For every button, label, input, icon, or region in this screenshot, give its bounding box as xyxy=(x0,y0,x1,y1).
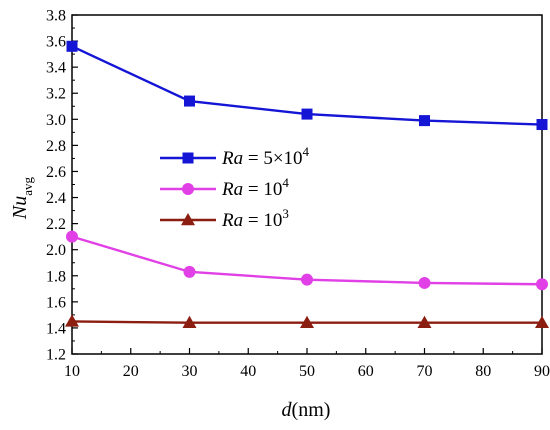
y-tick-label-3.6: 3.6 xyxy=(46,34,66,51)
legend-label-3: Ra = 103 xyxy=(221,206,289,231)
series-2-point-90 xyxy=(536,278,548,291)
y-tick-label-3.0: 3.0 xyxy=(46,112,66,129)
y-tick-label-3.4: 3.4 xyxy=(46,60,66,77)
y-axis-title-sub: avg xyxy=(20,176,35,195)
y-axis-title: Nuavg xyxy=(9,176,35,220)
x-axis-title: d(nm) xyxy=(282,399,331,421)
x-tick-label-60: 60 xyxy=(358,363,374,380)
y-tick-label-1.6: 1.6 xyxy=(46,294,66,311)
x-tick-label-20: 20 xyxy=(123,363,139,380)
x-tick-label-40: 40 xyxy=(240,363,256,380)
svg-text:Nuavg: Nuavg xyxy=(9,176,35,220)
y-tick-label-2.0: 2.0 xyxy=(46,242,66,259)
x-tick-label-90: 90 xyxy=(534,363,550,380)
x-tick-label-70: 70 xyxy=(417,363,433,380)
y-tick-label-2.4: 2.4 xyxy=(46,190,66,207)
series-3-point-10 xyxy=(65,314,79,327)
x-tick-label-80: 80 xyxy=(475,363,491,380)
series-1-point-10 xyxy=(66,40,78,52)
legend-item-3: Ra = 103 xyxy=(160,206,289,231)
series-1-point-70 xyxy=(419,115,430,127)
series-3-point-70 xyxy=(417,315,432,328)
x-tick-label-30: 30 xyxy=(182,363,198,380)
x-axis-title-var: d xyxy=(282,399,293,421)
plot-frame xyxy=(71,14,543,355)
y-axis-title-var: Nu xyxy=(9,196,31,220)
legend-marker-1 xyxy=(182,152,194,164)
legend-marker-3 xyxy=(181,213,195,226)
y-tick-label-1.8: 1.8 xyxy=(46,268,66,285)
legend-label-1: Ra = 5×104 xyxy=(221,144,310,169)
series-1 xyxy=(66,40,548,131)
series-3-point-90 xyxy=(535,315,549,328)
y-tick-label-1.2: 1.2 xyxy=(46,347,66,364)
series-2-point-30 xyxy=(183,265,196,278)
series-2-point-10 xyxy=(66,230,78,243)
series-2-point-70 xyxy=(418,276,431,289)
x-tick-label-50: 50 xyxy=(299,363,315,380)
series-3-point-30 xyxy=(182,315,197,328)
series-1-point-90 xyxy=(536,119,548,131)
y-tick-label-1.4: 1.4 xyxy=(46,320,66,337)
legend-label-2: Ra = 104 xyxy=(221,175,289,200)
y-tick-label-3.2: 3.2 xyxy=(46,86,66,103)
series-2 xyxy=(66,230,548,291)
y-tick-label-3.8: 3.8 xyxy=(46,8,66,25)
series-1-point-30 xyxy=(184,95,195,107)
legend-item-1: Ra = 5×104 xyxy=(160,144,310,169)
legend-marker-2 xyxy=(182,183,194,195)
series-3-point-50 xyxy=(300,315,314,328)
x-axis-title-unit: (nm) xyxy=(292,399,331,421)
y-tick-label-2.8: 2.8 xyxy=(46,138,66,155)
y-tick-label-2.2: 2.2 xyxy=(46,216,66,233)
y-tick-label-2.6: 2.6 xyxy=(46,164,66,181)
legend: Ra = 5×104 Ra = 104 Ra = 103 xyxy=(160,144,310,231)
series-1-point-50 xyxy=(301,108,313,120)
x-tick-label-10: 10 xyxy=(64,363,80,380)
legend-item-2: Ra = 104 xyxy=(160,175,289,200)
series-2-point-50 xyxy=(301,273,313,286)
series-3 xyxy=(65,314,549,328)
